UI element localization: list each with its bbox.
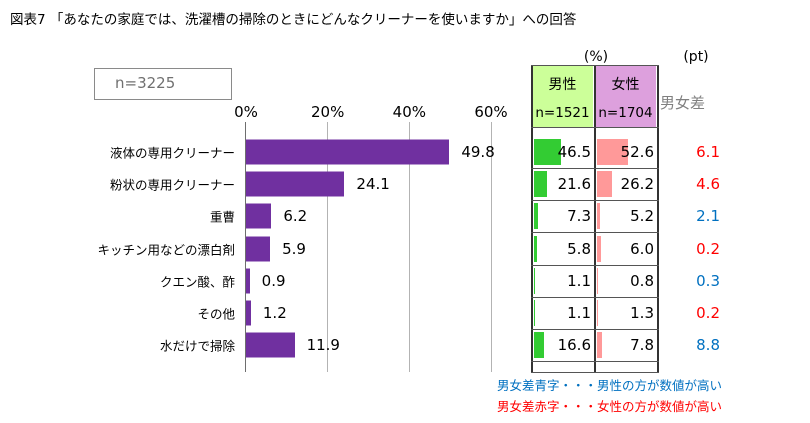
- female-sample-size: n=1704: [598, 105, 653, 121]
- category-label: クエン酸、酢: [159, 274, 235, 290]
- gender-diff-value: 0.2: [696, 304, 720, 322]
- female-bar: [597, 235, 601, 262]
- table-border-right: [657, 65, 659, 373]
- male-header: 男性 n=1521: [532, 65, 593, 127]
- female-bar: [597, 139, 629, 165]
- category-axis: [245, 122, 246, 372]
- category-label: 粉状の専用クリーナー: [109, 177, 235, 193]
- table-row-divider: [531, 200, 659, 202]
- gender-diff-value: 0.3: [696, 271, 720, 290]
- bar: [246, 171, 345, 197]
- bar-value-label: 6.2: [283, 207, 308, 226]
- male-bar: [534, 203, 539, 230]
- female-value: 0.8: [630, 271, 654, 290]
- table-border-mid: [594, 65, 596, 373]
- bar-value-label: 1.2: [262, 304, 287, 322]
- x-tick-label: 40%: [392, 103, 426, 121]
- gender-diff-value: 4.6: [696, 175, 720, 194]
- gender-diff-value: 2.1: [696, 207, 720, 226]
- female-header: 女性 n=1704: [595, 65, 656, 127]
- category-label: 水だけで掃除: [159, 338, 235, 354]
- male-value: 46.5: [557, 143, 591, 161]
- male-bar: [534, 267, 535, 294]
- female-value: 1.3: [630, 304, 654, 322]
- note-red: 男女差赤字・・・女性の方が数値が高い: [497, 399, 723, 414]
- x-tick-label: 0%: [234, 103, 258, 121]
- table-row-divider: [531, 264, 659, 266]
- male-sample-size: n=1521: [535, 105, 590, 121]
- category-label: その他: [197, 306, 235, 322]
- female-value: 5.2: [630, 207, 654, 226]
- male-value: 21.6: [557, 175, 591, 194]
- bar: [246, 203, 272, 229]
- bar-value-label: 11.9: [306, 336, 340, 355]
- male-value: 16.6: [557, 336, 591, 355]
- male-bar: [534, 171, 547, 198]
- male-value: 1.1: [567, 271, 591, 290]
- chart-title: 図表7 「あなたの家庭では、洗濯槽の掃除のときにどんなクリーナーを使いますか」へ…: [10, 12, 577, 28]
- bar-value-label: 5.9: [282, 239, 306, 258]
- female-header-label: 女性: [611, 77, 640, 93]
- bar: [246, 300, 251, 326]
- male-header-label: 男性: [548, 77, 577, 93]
- category-label: キッチン用などの漂白剤: [97, 242, 235, 258]
- male-value: 5.8: [567, 239, 591, 258]
- gender-diff-header: 男女差: [660, 94, 706, 112]
- bar-value-label: 49.8: [461, 143, 495, 161]
- female-value: 26.2: [620, 175, 654, 194]
- male-value: 1.1: [567, 304, 591, 322]
- bar: [246, 332, 295, 358]
- gender-diff-value: 8.8: [696, 336, 720, 355]
- gender-diff-value: 6.1: [696, 143, 720, 161]
- female-bar: [597, 300, 598, 326]
- percent-unit-label: (%): [583, 49, 609, 65]
- gender-diff-value: 0.2: [696, 239, 720, 258]
- table-row-divider: [531, 329, 659, 330]
- table-row-divider: [531, 361, 659, 363]
- female-bar: [597, 203, 601, 230]
- x-tick-label: 20%: [310, 103, 345, 121]
- female-value: 6.0: [630, 239, 654, 258]
- female-bar: [597, 171, 613, 198]
- category-label: 重曹: [209, 209, 235, 225]
- bar: [246, 236, 271, 262]
- table-header-divider: [531, 127, 659, 128]
- bar: [246, 139, 450, 165]
- note-blue: 男女差青字・・・男性の方が数値が高い: [497, 378, 723, 393]
- table-border-bottom: [531, 372, 659, 373]
- table-row-divider: [531, 296, 659, 298]
- gridline-60: [490, 122, 492, 372]
- gridline-20: [327, 122, 329, 372]
- male-value: 7.3: [567, 207, 591, 226]
- category-label: 液体の専用クリーナー: [109, 145, 235, 161]
- female-bar: [597, 332, 602, 359]
- table-border-left: [531, 65, 533, 373]
- x-tick-label: 60%: [474, 103, 508, 121]
- point-unit-label: (pt): [683, 49, 709, 65]
- bar-value-label: 24.1: [356, 175, 390, 194]
- table-border-top: [531, 65, 659, 66]
- female-value: 52.6: [620, 143, 654, 161]
- table-row-divider: [531, 168, 659, 169]
- sample-size-box: n=3225: [94, 68, 232, 100]
- table-row-divider: [531, 232, 659, 234]
- gridline-40: [408, 122, 410, 372]
- bar-value-label: 0.9: [261, 271, 286, 290]
- female-value: 7.8: [630, 336, 654, 355]
- bar: [246, 268, 250, 294]
- male-bar: [534, 139, 562, 165]
- male-bar: [534, 300, 535, 326]
- male-bar: [534, 235, 538, 262]
- male-bar: [534, 332, 544, 359]
